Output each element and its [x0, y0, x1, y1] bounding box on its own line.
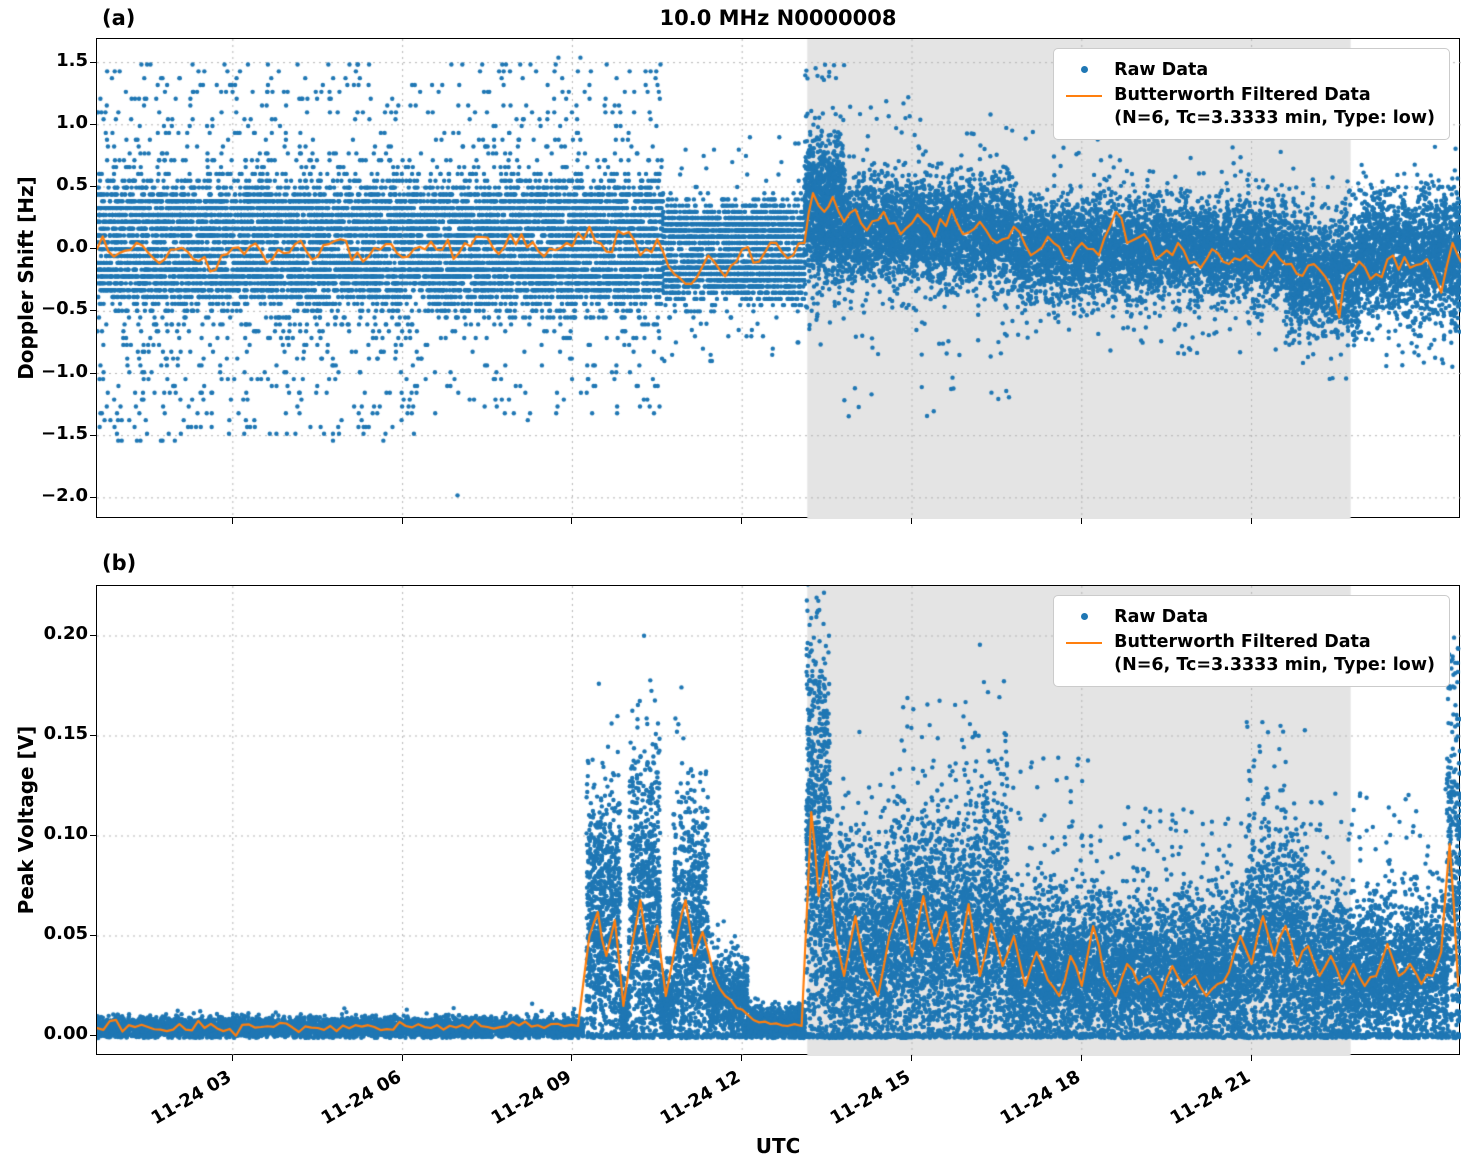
- y-tick-mark: [90, 496, 96, 498]
- scatter-dot-icon: [1080, 613, 1088, 620]
- y-tick-label: 0.15: [43, 723, 88, 744]
- x-tick-mark: [231, 518, 233, 524]
- x-tick-label-text: 11-24 06: [317, 1066, 405, 1130]
- raw-data-marker: [1064, 606, 1104, 620]
- legend-filtered-title: Butterworth Filtered Data: [1114, 631, 1371, 652]
- y-tick-mark: [90, 935, 96, 936]
- x-tick-mark: [231, 1055, 233, 1061]
- x-tick-mark: [1080, 1055, 1082, 1061]
- y-tick-label: 0.05: [43, 923, 88, 944]
- legend-item-raw: Raw Data: [1064, 606, 1435, 629]
- y-tick-label: 0.5: [56, 173, 88, 195]
- legend-raw-label: Raw Data: [1114, 60, 1209, 80]
- legend-a: Raw Data Butterworth Filtered Data (N=6,…: [1053, 48, 1450, 141]
- panel-b-plot: Raw Data Butterworth Filtered Data (N=6,…: [96, 585, 1461, 1056]
- panel-a-label: (a): [102, 6, 136, 30]
- legend-item-filtered: Butterworth Filtered Data (N=6, Tc=3.333…: [1064, 631, 1435, 677]
- y-tick-label: −0.5: [41, 298, 88, 320]
- x-tick-mark: [741, 1055, 743, 1061]
- y-tick-label: −1.0: [41, 360, 88, 382]
- legend-filtered-sub: (N=6, Tc=3.3333 min, Type: low): [1114, 107, 1435, 128]
- y-tick-label: 1.0: [56, 111, 88, 133]
- y-tick-mark: [90, 835, 96, 836]
- y-axis-label-b: Peak Voltage [V]: [14, 725, 38, 915]
- y-tick-mark: [90, 185, 96, 187]
- x-tick-mark: [401, 518, 403, 524]
- legend-b: Raw Data Butterworth Filtered Data (N=6,…: [1053, 595, 1450, 688]
- x-tick-mark: [401, 1055, 403, 1061]
- y-tick-label: −1.5: [41, 422, 88, 444]
- x-tick-label-text: 11-24 15: [826, 1066, 915, 1130]
- legend-filtered-title: Butterworth Filtered Data: [1114, 84, 1371, 105]
- y-tick-mark: [90, 248, 96, 250]
- y-tick-mark: [90, 1035, 96, 1036]
- line-sample-icon: [1066, 94, 1103, 97]
- x-tick-mark: [1080, 518, 1082, 524]
- scatter-dot-icon: [1080, 66, 1088, 73]
- x-tick-mark: [571, 518, 573, 524]
- legend-raw-label: Raw Data: [1114, 607, 1209, 627]
- y-tick-mark: [90, 434, 96, 436]
- legend-filtered-label: Butterworth Filtered Data (N=6, Tc=3.333…: [1114, 84, 1435, 130]
- y-tick-label: 0.0: [56, 236, 88, 258]
- legend-filtered-label: Butterworth Filtered Data (N=6, Tc=3.333…: [1114, 631, 1435, 677]
- y-tick-mark: [90, 372, 96, 374]
- y-tick-mark: [90, 61, 96, 63]
- y-tick-label: 0.10: [43, 823, 88, 844]
- filtered-data-marker: [1064, 631, 1104, 644]
- y-axis-label-a: Doppler Shift [Hz]: [14, 176, 38, 380]
- y-tick-mark: [90, 735, 96, 736]
- line-sample-icon: [1066, 641, 1103, 644]
- legend-item-filtered: Butterworth Filtered Data (N=6, Tc=3.333…: [1064, 84, 1435, 130]
- y-tick-mark: [90, 310, 96, 312]
- legend-item-raw: Raw Data: [1064, 59, 1435, 82]
- x-tick-label-text: 11-24 18: [996, 1066, 1085, 1130]
- figure-title: 10.0 MHz N0000008: [659, 6, 897, 30]
- x-tick-mark: [911, 518, 912, 524]
- x-tick-label-text: 11-24 21: [1166, 1066, 1254, 1130]
- x-tick-mark: [1250, 518, 1252, 524]
- x-tick-mark: [1250, 1055, 1252, 1061]
- y-tick-mark: [90, 635, 96, 636]
- filtered-data-marker: [1064, 84, 1104, 97]
- legend-filtered-sub: (N=6, Tc=3.3333 min, Type: low): [1114, 654, 1435, 675]
- x-axis-label: UTC: [755, 1134, 801, 1158]
- x-tick-mark: [741, 518, 743, 524]
- panel-a-plot: Raw Data Butterworth Filtered Data (N=6,…: [96, 38, 1461, 519]
- x-tick-mark: [571, 1055, 573, 1061]
- y-tick-mark: [90, 123, 96, 125]
- y-tick-label: 0.20: [43, 623, 88, 644]
- x-tick-label-text: 11-24 09: [487, 1066, 575, 1130]
- x-tick-mark: [911, 1055, 912, 1061]
- panel-b-label: (b): [102, 551, 137, 575]
- y-tick-label: 1.5: [56, 49, 88, 71]
- x-tick-label-text: 11-24 03: [147, 1066, 236, 1130]
- y-tick-label: 0.00: [43, 1023, 88, 1044]
- x-tick-label-text: 11-24 12: [656, 1066, 745, 1130]
- y-tick-label: −2.0: [41, 484, 88, 506]
- raw-data-marker: [1064, 59, 1104, 73]
